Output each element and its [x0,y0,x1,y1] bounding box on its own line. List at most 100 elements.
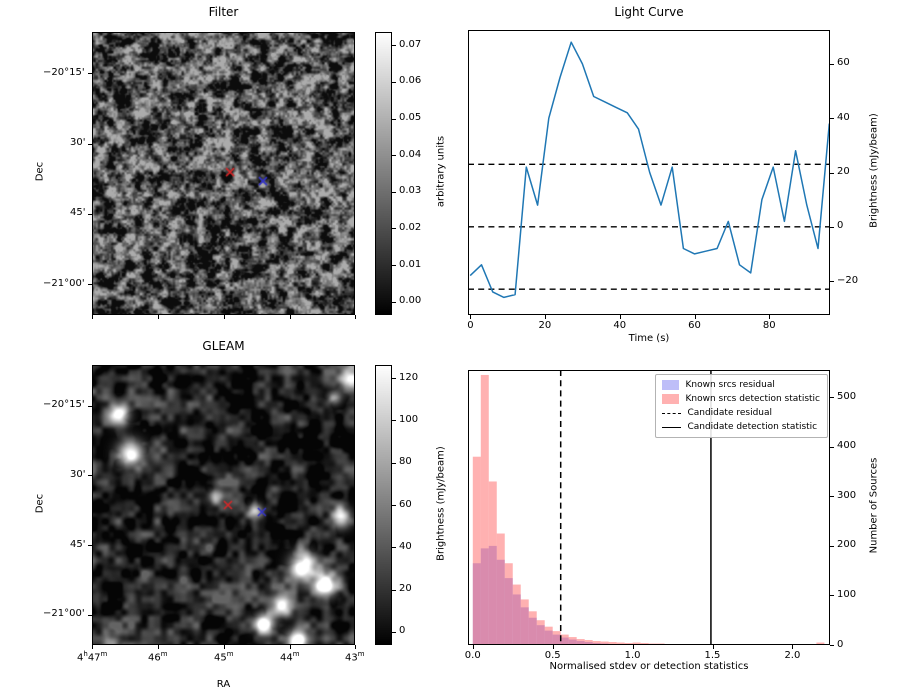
hist-bar-series1 [544,626,553,645]
gleam-colorbar-label: Brightness (mJy/beam) [435,446,447,561]
histogram-xlabel: Normalised stdev or detection statistics [549,661,749,672]
colorbar-tick-label: 0.06 [399,75,422,87]
time-tick-label: 80 [762,320,776,331]
gleam-panel-title: GLEAM [202,339,245,353]
hist-bar-series1 [504,563,513,645]
hist-bar-series1 [816,642,825,645]
ra-tick-label: 44m [280,650,300,664]
dec-tick-label: −20°15' [43,399,85,411]
tick-mark [88,545,92,547]
tick-mark [769,315,771,319]
tick-mark [92,645,93,649]
hist-bar-series0 [520,607,529,645]
lightcurve-ylabel: Brightness (mJy/beam) [868,113,880,228]
hist-bar-series1 [520,599,529,645]
hist-bar-series0 [488,545,497,645]
tick-mark [392,155,396,157]
count-tick-label: 400 [837,440,857,452]
gleam-ylabel: Dec [34,493,46,514]
colorbar-tick-label: 0.07 [399,38,422,50]
tick-mark [830,446,834,448]
legend-label-candidate-residual: Candidate residual [687,408,773,418]
hist-bar-series1 [600,641,609,645]
gleam-image [92,365,355,645]
tick-mark [830,281,834,283]
tick-mark [830,595,834,597]
tick-mark [392,378,396,380]
colorbar-tick-label: 80 [399,456,412,468]
hist-bar-series1 [632,642,641,645]
hist-bar-series0 [584,642,593,645]
hist-bar-series0 [552,634,561,645]
filter-image [92,32,355,315]
hist-bar-series0 [568,639,577,645]
histogram-ylabel: Number of Sources [868,457,880,554]
tick-mark [392,81,396,83]
legend-solid-line-icon [662,426,682,428]
tick-mark [88,475,92,477]
colorbar-tick-label: 0.03 [399,185,422,197]
tick-mark [392,191,396,193]
hist-bar-series0 [528,617,537,645]
count-tick-label: 300 [837,489,857,501]
lightcurve-series [469,41,830,299]
tick-mark [88,614,92,616]
count-tick-label: 100 [837,588,857,600]
filter-colorbar-label: arbitrary units [435,135,447,208]
legend-row-candidate-residual: Candidate residual [662,406,820,420]
hist-bar-series1 [608,642,617,645]
hist-bar-series1 [472,456,481,645]
tick-mark [830,118,834,120]
histogram-legend: Known srcs residual Known srcs detection… [655,374,828,438]
brightness-tick-label: 0 [837,220,844,232]
hist-bar-series0 [544,630,553,645]
stat-tick-label: 1.0 [624,650,641,661]
tick-mark [88,284,92,286]
tick-mark [88,73,92,75]
tick-mark [472,645,474,649]
colorbar-tick-label: 120 [399,371,419,383]
tick-mark [545,315,547,319]
hist-bar-series1 [480,374,489,645]
hist-bar-series1 [592,641,601,645]
legend-row-residual: Known srcs residual [662,378,820,392]
tick-mark [392,462,396,464]
colorbar-tick-label: 0 [399,625,406,637]
colorbar-tick-label: 20 [399,583,412,595]
hist-bar-series1 [488,481,497,645]
hist-bar-series1 [616,642,625,645]
hist-bar-series1 [512,584,521,645]
tick-mark [392,505,396,506]
dec-tick-label: 30' [70,137,86,148]
legend-row-candidate-detection: Candidate detection statistic [662,420,820,434]
tick-mark [830,63,834,65]
colorbar-tick-label: 0.01 [399,258,422,270]
brightness-tick-label: −20 [837,274,859,286]
ra-tick-label: 45m [214,650,234,664]
gleam-colorbar [375,365,392,645]
hist-bar-series1 [576,639,585,645]
tick-mark [712,645,714,649]
lightcurve-xlabel: Time (s) [628,333,670,344]
tick-mark [88,143,92,145]
colorbar-tick-label: 100 [399,413,419,425]
tick-mark [830,545,834,547]
colorbar-tick-label: 0.02 [399,221,422,233]
tick-mark [392,228,396,230]
tick-mark [470,315,472,319]
stat-tick-label: 2.0 [784,650,801,661]
tick-mark [355,315,356,319]
hist-bar-series0 [512,594,521,645]
hist-bar-series0 [480,548,489,645]
stat-tick-label: 0.0 [464,650,481,661]
plot-border [468,370,830,645]
count-tick-label: 200 [837,539,857,551]
hist-bar-series0 [496,559,505,645]
dec-tick-label: 45' [70,207,86,219]
tick-mark [392,420,396,422]
tick-mark [830,397,834,399]
tick-mark [392,301,396,303]
hist-bar-series1 [568,637,577,645]
tick-mark [392,589,396,591]
